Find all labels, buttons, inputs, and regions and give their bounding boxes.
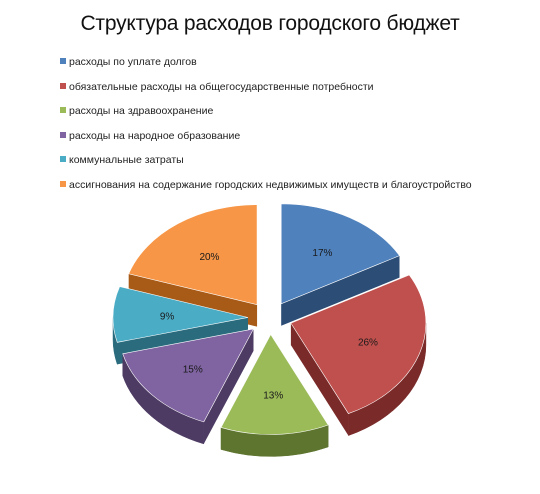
legend-swatch xyxy=(60,58,66,64)
legend-swatch xyxy=(60,156,66,162)
slice-value-label: 17% xyxy=(312,248,332,259)
legend-entry: расходы на народное образование xyxy=(60,130,530,155)
slice-value-label: 20% xyxy=(199,252,219,263)
pie-slice xyxy=(220,333,329,435)
legend-swatch xyxy=(60,107,66,113)
legend-swatch xyxy=(60,180,66,187)
legend-entry: обязательные расходы на общегосударствен… xyxy=(60,81,530,106)
legend-entry: коммунальные затраты xyxy=(60,154,530,179)
pie-slice xyxy=(128,204,258,306)
pie-slice xyxy=(290,274,427,414)
pie-slice-side xyxy=(281,255,400,326)
chart-title: Структура расходов городского бюджет xyxy=(80,12,460,35)
pie-slice xyxy=(122,328,255,423)
pie-slice xyxy=(112,286,249,343)
legend-swatch xyxy=(60,82,66,89)
legend-swatch xyxy=(60,131,66,138)
legend-label: расходы на народное образование xyxy=(69,129,241,142)
legend-label: расходы по уплате долгов xyxy=(69,56,197,68)
slice-value-label: 15% xyxy=(183,365,203,376)
pie-slice xyxy=(280,203,400,305)
slice-value-label: 9% xyxy=(160,312,175,323)
legend-label: ассигнования на содержание городских нед… xyxy=(69,178,472,191)
slice-value-label: 26% xyxy=(358,338,378,349)
legend-entry: расходы на здравоохранение xyxy=(60,105,530,130)
legend-label: коммунальные затраты xyxy=(69,154,184,166)
legend-label: расходы на здравоохранение xyxy=(69,105,214,117)
slice-value-label: 13% xyxy=(263,390,283,401)
legend-entry: расходы по уплате долгов xyxy=(60,56,530,81)
chart-legend: расходы по уплате долгов обязательные рас… xyxy=(60,56,530,203)
legend-label: обязательные расходы на общегосударствен… xyxy=(69,80,374,93)
legend-entry: ассигнования на содержание городских нед… xyxy=(60,179,530,204)
